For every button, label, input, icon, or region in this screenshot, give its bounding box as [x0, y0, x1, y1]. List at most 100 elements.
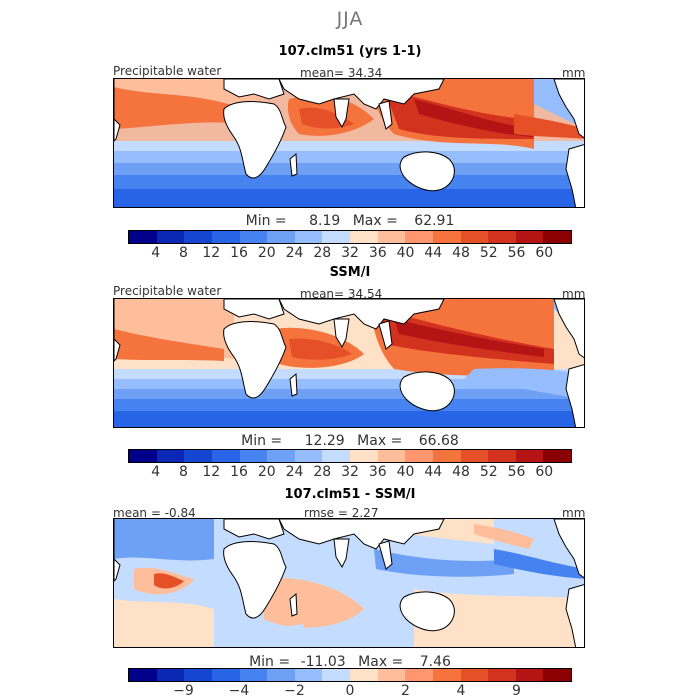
- colorbar-swatch: [350, 669, 378, 681]
- colorbar-tick-label: 32: [341, 464, 359, 480]
- colorbar-swatch: [488, 669, 516, 681]
- colorbar-swatch: [460, 231, 489, 243]
- colorbar-swatch: [405, 231, 433, 243]
- colorbar-tick-label: 4: [151, 245, 161, 261]
- colorbar-swatch: [350, 450, 378, 462]
- colorbar-swatch: [515, 669, 544, 681]
- colorbar-swatch: [294, 669, 323, 681]
- colorbar-swatch: [488, 231, 516, 243]
- colorbar-tick-label: 28: [313, 464, 332, 480]
- panel1-mean-label: mean= 34.34: [300, 66, 383, 80]
- colorbar-swatch: [184, 669, 212, 681]
- colorbar-swatch: [405, 450, 433, 462]
- colorbar-tick-label: 16: [230, 245, 248, 261]
- colorbar-tick-label: 36: [368, 464, 387, 480]
- colorbar-swatch: [156, 450, 185, 462]
- colorbar-swatch: [267, 450, 295, 462]
- panel1-map: [113, 78, 585, 208]
- colorbar-swatch: [322, 231, 350, 243]
- colorbar-tick-label: 52: [479, 245, 498, 261]
- colorbar-tick-label: −4: [228, 683, 250, 699]
- colorbar-swatch: [543, 669, 571, 681]
- colorbar-tick-label: −9: [173, 683, 194, 699]
- colorbar-tick-label: 2: [401, 683, 410, 699]
- colorbar-swatch: [377, 450, 406, 462]
- colorbar-tick-label: 12: [202, 245, 221, 261]
- colorbar-swatch: [129, 669, 157, 681]
- colorbar-swatch: [405, 669, 433, 681]
- colorbar-tick-label: 9: [512, 683, 521, 699]
- colorbar-swatch: [322, 669, 350, 681]
- panel2-minmax: Min = 12.29 Max = 66.68: [0, 433, 700, 449]
- colorbar-tick-label: 60: [535, 464, 554, 480]
- colorbar-swatch: [322, 450, 350, 462]
- panel2-min-label: Min =: [241, 433, 283, 449]
- colorbar-swatch: [211, 450, 240, 462]
- colorbar-swatch: [184, 450, 212, 462]
- colorbar-swatch: [156, 669, 185, 681]
- colorbar-tick-label: 4: [456, 683, 466, 699]
- panel3-min-value: -11.03: [300, 654, 346, 670]
- colorbar-tick-label: 56: [507, 464, 526, 480]
- panel1-min-value: 8.19: [309, 213, 341, 229]
- colorbar-swatch: [377, 669, 406, 681]
- colorbar-tick-label: 48: [452, 464, 470, 480]
- colorbar-tick-label: 56: [507, 245, 526, 261]
- colorbar-swatch: [377, 231, 406, 243]
- panel3-colorbar: [128, 668, 572, 682]
- panel3-max-value: 7.46: [419, 654, 451, 670]
- colorbar-swatch: [460, 669, 489, 681]
- panel1-max-value: 62.91: [414, 213, 455, 229]
- panel3-mean-label: mean = -0.84: [113, 506, 196, 520]
- panel3-min-label: Min =: [249, 654, 291, 670]
- panel1-units-label: mm: [562, 66, 586, 80]
- panel1-colorbar-ticks: 4 8 12 16 20 24 28 32 36 40 44 48 52 56 60: [128, 245, 572, 261]
- colorbar-tick-label: 32: [341, 245, 359, 261]
- colorbar-swatch: [515, 231, 544, 243]
- colorbar-tick-label: 24: [285, 464, 304, 480]
- colorbar-tick-label: 40: [396, 245, 415, 261]
- colorbar-swatch: [543, 231, 571, 243]
- colorbar-swatch: [211, 669, 240, 681]
- colorbar-tick-label: 48: [452, 245, 470, 261]
- panel2-max-value: 66.68: [418, 433, 459, 449]
- colorbar-swatch: [239, 450, 268, 462]
- panel2-mean-label: mean= 34.54: [300, 287, 383, 301]
- colorbar-swatch: [515, 450, 544, 462]
- panel3-map: [113, 518, 585, 648]
- colorbar-tick-label: −2: [284, 683, 305, 699]
- colorbar-tick-label: 44: [424, 245, 443, 261]
- colorbar-swatch: [156, 231, 185, 243]
- colorbar-tick-label: 24: [285, 245, 304, 261]
- panel1-min-label: Min =: [245, 213, 287, 229]
- colorbar-swatch: [432, 669, 461, 681]
- colorbar-tick-label: 60: [535, 245, 554, 261]
- colorbar-swatch: [239, 669, 268, 681]
- colorbar-swatch: [350, 231, 378, 243]
- panel3-colorbar-ticks: −9 −4 −2 0 2 4 9: [128, 683, 572, 699]
- panel3-minmax: Min = -11.03 Max = 7.46: [0, 654, 700, 670]
- panel1-variable-label: Precipitable water: [113, 64, 222, 78]
- colorbar-tick-label: 4: [151, 464, 161, 480]
- panel2-colorbar: [128, 449, 572, 463]
- panel3-title: 107.clm51 - SSM/I: [284, 487, 416, 502]
- panel3-units-label: mm: [562, 506, 586, 520]
- colorbar-swatch: [432, 450, 461, 462]
- colorbar-tick-label: 44: [424, 464, 443, 480]
- colorbar-swatch: [211, 231, 240, 243]
- colorbar-swatch: [129, 450, 157, 462]
- colorbar-swatch: [184, 231, 212, 243]
- panel2-colorbar-ticks: 4 8 12 16 20 24 28 32 36 40 44 48 52 56 60: [128, 464, 572, 480]
- colorbar-swatch: [267, 669, 295, 681]
- colorbar-tick-label: 40: [396, 464, 415, 480]
- panel3-rmse-label: rmse = 2.27: [304, 506, 379, 520]
- colorbar-swatch: [267, 231, 295, 243]
- panel2-variable-label: Precipitable water: [113, 284, 222, 298]
- panel1-title: 107.clm51 (yrs 1-1): [278, 44, 422, 59]
- colorbar-tick-label: 36: [368, 245, 387, 261]
- panel1-max-label: Max =: [352, 213, 398, 229]
- panel3-max-label: Max =: [358, 654, 404, 670]
- colorbar-tick-label: 8: [179, 245, 188, 261]
- colorbar-tick-label: 16: [230, 464, 248, 480]
- colorbar-tick-label: 20: [257, 464, 276, 480]
